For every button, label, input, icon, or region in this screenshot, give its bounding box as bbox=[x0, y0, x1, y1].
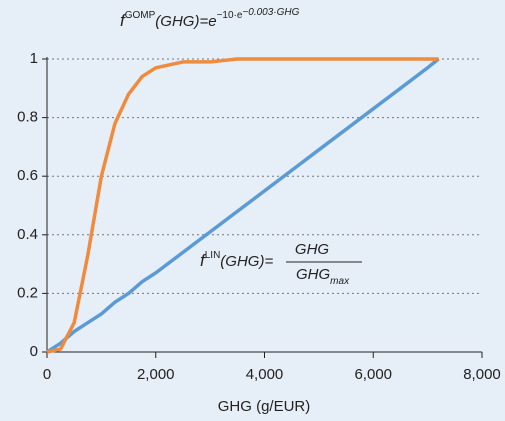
formula-part: f bbox=[200, 251, 207, 270]
formula-part: −0.003·GHG bbox=[242, 7, 299, 18]
formula-part: −10·e bbox=[217, 10, 243, 21]
x-axis-title: GHG (g/EUR) bbox=[218, 398, 311, 415]
gomp-formula: fGOMP(GHG)=e−10·e−0.003·GHG bbox=[120, 7, 300, 31]
x-tick-label: 0 bbox=[43, 366, 51, 383]
fraction-denominator: GHGmax bbox=[296, 266, 350, 287]
x-tick-label: 6,000 bbox=[354, 366, 392, 383]
series-line bbox=[46, 57, 440, 354]
formula-part: (GHG)= bbox=[220, 253, 273, 270]
series-line bbox=[46, 57, 439, 354]
formula-part: (GHG)=e bbox=[155, 13, 216, 30]
y-tick-label: 0 bbox=[30, 343, 38, 360]
x-tick-label: 4,000 bbox=[246, 366, 284, 383]
y-tick-label: 0.2 bbox=[17, 284, 38, 301]
formula-part: LIN bbox=[205, 250, 221, 261]
formula-part: GOMP bbox=[125, 10, 156, 21]
y-tick-label: 0.4 bbox=[17, 226, 38, 243]
fraction-numerator: GHG bbox=[295, 241, 330, 258]
lin-formula: fLIN(GHG)= bbox=[200, 250, 273, 271]
formula-part: max bbox=[330, 276, 350, 287]
x-tick-label: 2,000 bbox=[137, 366, 175, 383]
formula-part: GHG bbox=[296, 266, 331, 283]
y-tick-label: 0.6 bbox=[17, 167, 38, 184]
x-tick-label: 8,000 bbox=[463, 366, 501, 383]
y-tick-label: 0.8 bbox=[17, 109, 38, 126]
plot-area: 0 0.2 0.4 0.6 0.8 1 0 2,000 4,000 6,000 8,000 bbox=[17, 50, 501, 383]
y-tick-label: 1 bbox=[30, 50, 38, 67]
formula-part: f bbox=[120, 11, 127, 30]
